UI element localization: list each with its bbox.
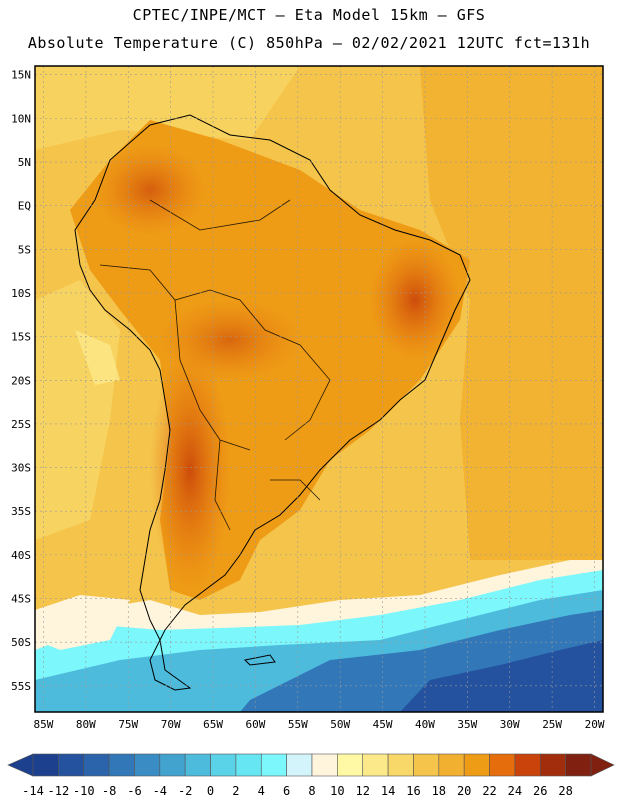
colorbar-swatch — [108, 753, 135, 777]
colorbar-swatch — [210, 753, 237, 777]
colorbar-swatch — [184, 753, 211, 777]
colorbar-overflow-arrow — [590, 753, 615, 777]
colorbar-swatch — [413, 753, 440, 777]
colorbar-swatch — [539, 753, 566, 777]
colorbar-swatch — [260, 753, 287, 777]
lat-tick-label: EQ — [18, 200, 31, 213]
colorbar-swatch — [235, 753, 262, 777]
colorbar-label: 2 — [232, 784, 239, 798]
lat-tick-label: 15S — [11, 331, 31, 344]
country-borders — [99, 199, 331, 531]
lat-tick-label: 20S — [11, 374, 31, 387]
colorbar-swatch — [286, 753, 313, 777]
lat-tick-label: 10N — [11, 112, 31, 125]
colorbar-label: 24 — [508, 784, 522, 798]
colorbar-swatch — [32, 753, 59, 777]
lat-tick-label: 10S — [11, 287, 31, 300]
colorbar-label: -12 — [48, 784, 70, 798]
lat-tick-label: 5S — [18, 243, 31, 256]
map-frame — [34, 65, 604, 713]
lon-tick-label: 75W — [118, 718, 138, 731]
colorbar-label: 26 — [533, 784, 547, 798]
title-line-1: CPTEC/INPE/MCT – Eta Model 15km – GFS — [132, 6, 486, 24]
colorbar-swatch — [514, 753, 541, 777]
lat-tick-label: 35S — [11, 505, 31, 518]
colorbar-swatch — [83, 753, 110, 777]
longitude-labels: 85W 80W 75W 70W 65W 60W 55W 50W 45W 40W 35W 30W 25W 2… — [34, 718, 605, 731]
colorbar: -14 -12 -10 -8 -6 -4 -2 0 2 4 6 8 10 12 14 16 18 20 22 24 26… — [7, 753, 615, 798]
colorbar-swatch — [387, 753, 414, 777]
colorbar-label: 4 — [258, 784, 265, 798]
colorbar-swatch — [134, 753, 161, 777]
colorbar-label: -4 — [153, 784, 167, 798]
colorbar-label: 8 — [308, 784, 315, 798]
coastlines — [74, 114, 471, 691]
lon-tick-label: 70W — [161, 718, 181, 731]
lon-tick-label: 25W — [542, 718, 562, 731]
colorbar-label: 14 — [381, 784, 395, 798]
colorbar-swatch — [337, 753, 364, 777]
colorbar-label: 18 — [432, 784, 446, 798]
colorbar-swatch — [58, 753, 85, 777]
colorbar-label: -6 — [127, 784, 141, 798]
colorbar-swatch — [489, 753, 516, 777]
colorbar-underflow-arrow — [7, 753, 34, 777]
colorbar-swatch — [159, 753, 186, 777]
colorbar-swatch — [362, 753, 389, 777]
lon-tick-label: 50W — [330, 718, 350, 731]
colorbar-label: 16 — [406, 784, 420, 798]
latitude-labels: 15N 10N 5N EQ 5S 10S 15S 20S 25S 30S 35S 40S 45S 50S 5… — [11, 69, 31, 693]
title-line-2: Absolute Temperature (C) 850hPa – 02/02/… — [27, 34, 591, 52]
colorbar-label: 20 — [457, 784, 471, 798]
lon-tick-label: 35W — [457, 718, 477, 731]
lon-tick-label: 60W — [245, 718, 265, 731]
lat-tick-label: 40S — [11, 549, 31, 562]
colorbar-label: 10 — [330, 784, 344, 798]
colorbar-swatch — [438, 753, 465, 777]
lon-tick-label: 45W — [373, 718, 393, 731]
colorbar-swatch — [463, 753, 490, 777]
lon-tick-label: 85W — [34, 718, 54, 731]
lat-tick-label: 30S — [11, 462, 31, 475]
colorbar-label: 28 — [558, 784, 572, 798]
colorbar-swatch — [565, 753, 592, 777]
temperature-field — [35, 66, 603, 712]
lat-tick-label: 25S — [11, 418, 31, 431]
lat-tick-label: 45S — [11, 593, 31, 606]
lon-tick-label: 40W — [415, 718, 435, 731]
colorbar-label: 6 — [283, 784, 290, 798]
lon-tick-label: 30W — [500, 718, 520, 731]
colorbar-label: 22 — [482, 784, 496, 798]
lat-tick-label: 15N — [11, 69, 31, 82]
colorbar-label: 0 — [207, 784, 214, 798]
colorbar-swatch — [311, 753, 338, 777]
lat-tick-label: 55S — [11, 680, 31, 693]
colorbar-label: -10 — [73, 784, 95, 798]
colorbar-label: 12 — [356, 784, 370, 798]
colorbar-label: -8 — [102, 784, 116, 798]
lat-tick-label: 5N — [18, 156, 31, 169]
colorbar-label: -14 — [22, 784, 44, 798]
lon-tick-label: 55W — [288, 718, 308, 731]
lon-tick-label: 20W — [585, 718, 605, 731]
lon-tick-label: 65W — [203, 718, 223, 731]
colorbar-label: -2 — [178, 784, 192, 798]
lat-tick-label: 50S — [11, 636, 31, 649]
lon-tick-label: 80W — [76, 718, 96, 731]
